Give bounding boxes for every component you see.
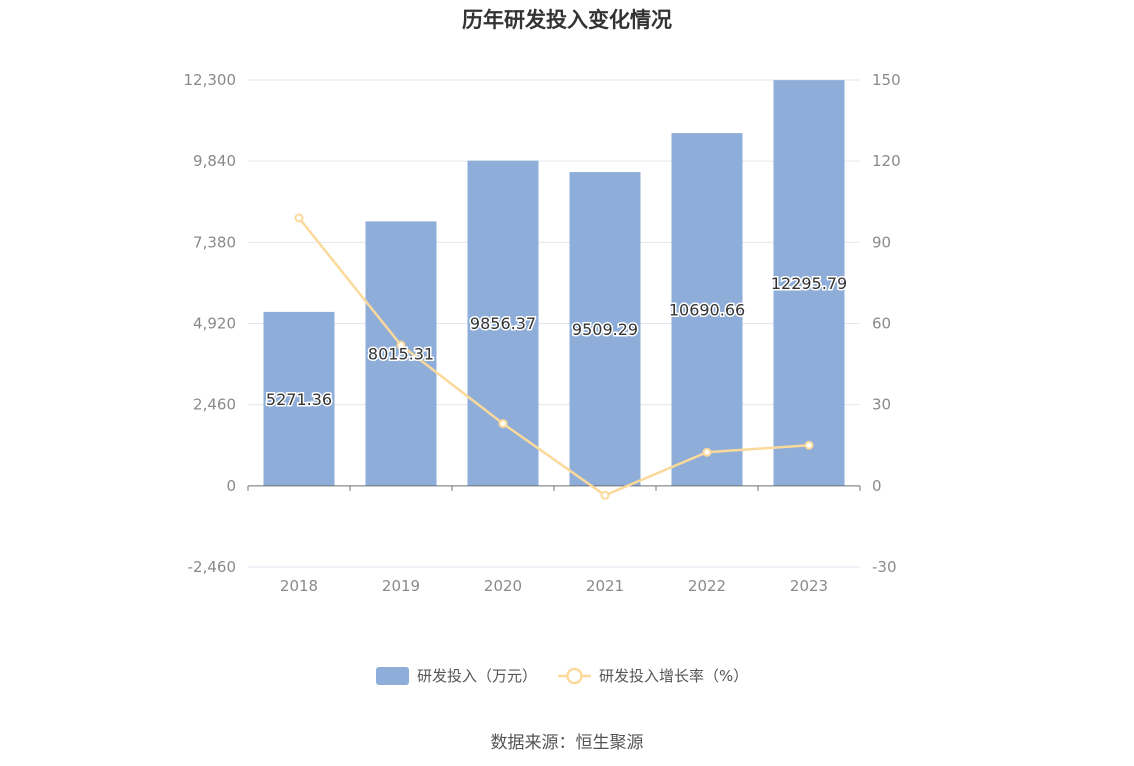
grid-lines: [248, 79, 860, 568]
right-tick-label: 30: [872, 396, 891, 414]
bar: [671, 133, 743, 486]
x-axis: 2018 2019 2020 2021 2022 2023: [247, 485, 861, 595]
right-tick-label: 0: [872, 477, 882, 495]
x-tick-label: 2022: [688, 577, 726, 595]
growth-line: [298, 217, 810, 497]
right-axis-ticks: -30 0 30 60 90 120 150: [872, 71, 901, 576]
legend-line-label: 研发投入增长率（%）: [599, 667, 748, 685]
right-tick-label: 60: [872, 315, 891, 333]
chart-title: 历年研发投入变化情况: [462, 8, 672, 32]
left-tick-label: 9,840: [193, 152, 236, 170]
x-tick-label: 2019: [382, 577, 420, 595]
bar-value-label: 10690.66: [669, 300, 745, 319]
right-tick-label: -30: [872, 558, 897, 576]
bar: [467, 160, 539, 486]
bar-series: [263, 80, 845, 486]
right-tick-label: 90: [872, 233, 891, 251]
legend-line-marker: [566, 667, 583, 685]
left-tick-label: 12,300: [184, 71, 237, 89]
legend-bar-swatch: [376, 667, 409, 685]
left-tick-label: 0: [226, 477, 236, 495]
line-point: [600, 490, 610, 500]
bar: [365, 221, 437, 486]
left-tick-label: -2,460: [188, 558, 236, 576]
bar-value-label: 9509.29: [572, 320, 638, 339]
bar-data-labels: 5271.36 8015.31 9856.37 9509.29 10690.66 1229…: [264, 272, 848, 410]
legend-bar-label: 研发投入（万元）: [417, 667, 537, 685]
line-point: [294, 213, 304, 223]
line-point: [498, 419, 508, 429]
x-tick-label: 2018: [280, 577, 318, 595]
bar-value-label: 5271.36: [266, 390, 332, 409]
line-series: [294, 213, 814, 500]
x-tick-label: 2021: [586, 577, 624, 595]
line-point: [702, 447, 712, 457]
line-point: [396, 340, 406, 350]
bar-value-label: 12295.79: [771, 274, 847, 293]
bar: [773, 80, 845, 486]
data-source: 数据来源：恒生聚源: [490, 733, 644, 753]
bar-value-label: 8015.31: [368, 345, 434, 364]
bar: [569, 172, 641, 486]
right-tick-label: 150: [872, 71, 901, 89]
line-point: [804, 440, 814, 450]
right-tick-label: 120: [872, 152, 901, 170]
bar: [263, 311, 335, 486]
left-tick-label: 7,380: [193, 233, 236, 251]
x-tick-label: 2023: [790, 577, 828, 595]
legend: 研发投入（万元） 研发投入增长率（%）: [376, 667, 748, 685]
left-tick-label: 4,920: [193, 315, 236, 333]
left-axis-ticks: -2,460 0 2,460 4,920 7,380 9,840 12,300: [184, 71, 237, 576]
bar-value-label: 9856.37: [470, 314, 536, 333]
x-tick-label: 2020: [484, 577, 522, 595]
left-tick-label: 2,460: [193, 396, 236, 414]
